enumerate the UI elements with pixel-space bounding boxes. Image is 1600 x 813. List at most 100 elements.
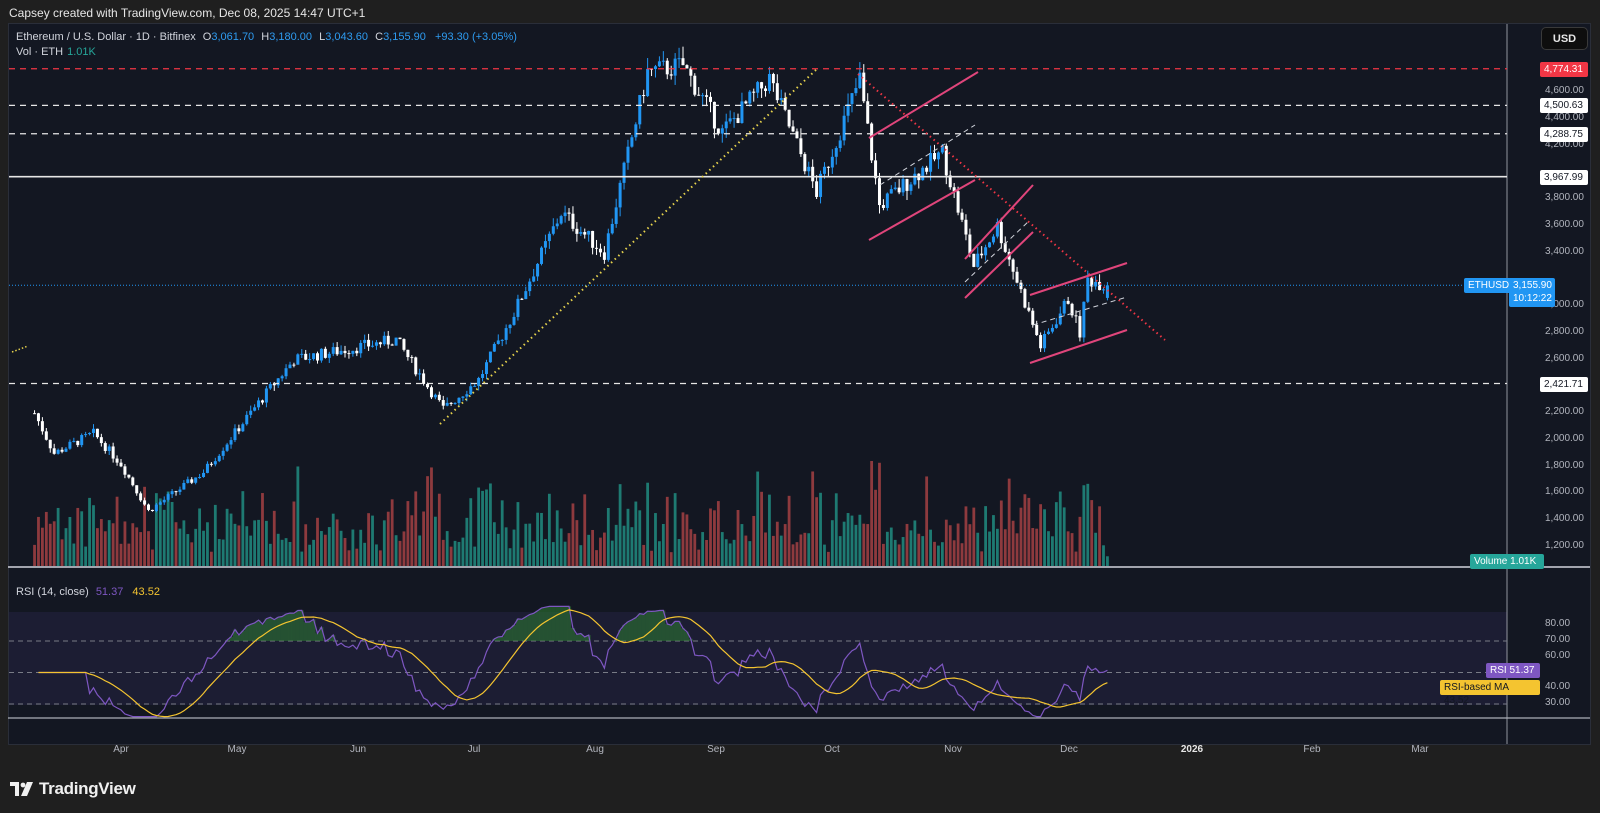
rsi-band [9, 612, 1507, 705]
volume-bar [237, 525, 241, 566]
volume-bar [245, 526, 249, 566]
candle-body [205, 463, 209, 473]
volume-bar [1090, 500, 1094, 566]
candle-body [162, 499, 166, 503]
volume-bar [854, 524, 858, 566]
bear-flag-channel-line [868, 179, 976, 241]
candle-body [673, 58, 677, 76]
volume-bar [532, 541, 536, 566]
candle-body [598, 248, 602, 253]
candle-body [929, 153, 933, 172]
candle-body [842, 115, 846, 141]
candle-body [359, 342, 363, 354]
candle-body [709, 96, 712, 102]
candle-body [355, 350, 359, 354]
volume-bar [728, 543, 732, 566]
volume-bar [917, 533, 921, 566]
volume-bar [135, 527, 139, 566]
volume-bar [441, 539, 445, 566]
candle-body [913, 173, 917, 185]
volume-bar [614, 524, 618, 566]
volume-bar [929, 529, 932, 566]
candle-body [1105, 285, 1109, 298]
candle-body [449, 402, 453, 404]
time-tick: May [227, 744, 247, 755]
volume-bar [1007, 478, 1011, 566]
candle-body [799, 138, 803, 155]
candle-body [991, 236, 995, 243]
volume-legend-label[interactable]: Vol · ETH [16, 46, 64, 58]
volume-bar [107, 520, 111, 566]
volume-bar [1054, 502, 1058, 566]
price-tick: 3,000.00 [1545, 299, 1584, 311]
volume-bar [940, 542, 944, 566]
volume-bar [992, 515, 995, 566]
price-level-tag: 4,774.31 [1540, 61, 1588, 77]
candle-body [194, 477, 198, 483]
volume-bar [249, 535, 253, 566]
candle-body [980, 253, 984, 256]
volume-bar [842, 521, 846, 566]
candle-body [488, 351, 492, 363]
tradingview-logo-icon [10, 782, 33, 796]
candle-body [595, 247, 599, 249]
candle-body [791, 126, 795, 132]
volume-bar [504, 527, 508, 566]
volume-bar [351, 529, 355, 566]
candle-body [292, 364, 296, 366]
candle-body [374, 342, 378, 346]
candle-body [398, 337, 402, 340]
volume-bar [571, 503, 575, 566]
candle-body [618, 182, 622, 208]
candle-body [936, 152, 940, 160]
volume-bar [261, 493, 264, 566]
volume-bar [984, 506, 987, 566]
rsi-ma-value: 43.52 [132, 586, 160, 598]
candle-body [885, 193, 889, 208]
volume-bar [1011, 520, 1015, 566]
volume-bar [147, 531, 150, 566]
candle-body [95, 428, 99, 438]
volume-bar [103, 531, 107, 566]
candle-body [131, 477, 135, 486]
candle-body [402, 339, 406, 350]
price-tick: 2,800.00 [1545, 325, 1584, 337]
volume-bar [665, 496, 669, 566]
candle-body [752, 91, 756, 93]
volume-bar [241, 491, 245, 566]
volume-bar [363, 542, 367, 566]
volume-bar [1015, 533, 1019, 566]
volume-bar [882, 543, 885, 566]
candle-body [150, 509, 154, 512]
volume-bar [445, 531, 449, 566]
candle-body [1019, 282, 1023, 290]
volume-bar [563, 541, 567, 566]
candle-body [877, 178, 881, 206]
volume-bar [99, 519, 103, 566]
symbol-name[interactable]: Ethereum / U.S. Dollar · 1D · Bitfinex [16, 31, 196, 43]
candle-body [646, 68, 650, 97]
candle-body [944, 145, 948, 176]
volume-bar [1023, 494, 1027, 566]
rsi-title[interactable]: RSI (14, close) [16, 586, 89, 598]
candle-body [1082, 301, 1086, 338]
volume-bar [819, 492, 822, 566]
volume-bar [37, 516, 40, 566]
candle-body [862, 72, 866, 102]
volume-bar [783, 524, 787, 566]
change-value: +93.30 (+3.05%) [434, 31, 517, 43]
volume-bar [803, 532, 807, 566]
candle-body [571, 213, 575, 229]
currency-button[interactable]: USD [1541, 27, 1588, 50]
volume-bar [296, 466, 300, 566]
candle-body [1035, 324, 1039, 336]
time-tick: Nov [944, 744, 962, 755]
volume-bar [1082, 485, 1086, 566]
candle-body [426, 383, 430, 388]
candle-body [870, 123, 874, 161]
candle-body [520, 298, 524, 300]
volume-bar [52, 521, 56, 566]
volume-bar [744, 535, 748, 566]
candle-body [665, 60, 669, 75]
